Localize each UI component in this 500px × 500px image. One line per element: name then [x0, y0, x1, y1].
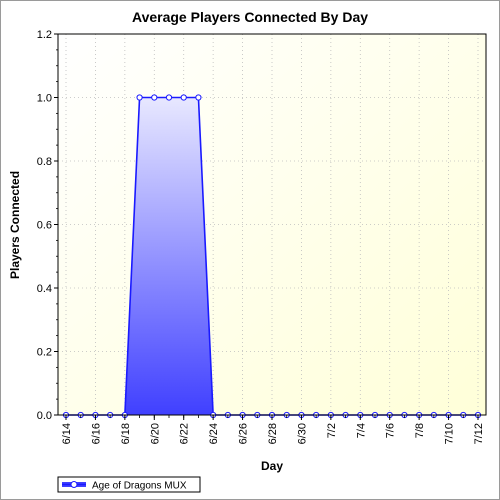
x-axis-title: Day [261, 459, 283, 473]
x-tick-label: 6/28 [267, 423, 279, 444]
y-tick-label: 1.2 [37, 29, 52, 41]
data-point [165, 94, 173, 101]
x-tick-label: 6/24 [208, 423, 220, 444]
y-axis: 0.0 0.2 0.4 0.6 0.8 1.0 1.2 [37, 29, 58, 422]
data-point [195, 94, 202, 101]
x-tick-label: 7/4 [355, 423, 367, 438]
x-tick-label: 7/12 [473, 423, 485, 444]
y-tick-label: 0.4 [37, 283, 52, 295]
y-tick-label: 0.0 [37, 410, 52, 422]
x-tick-label: 7/8 [414, 423, 426, 438]
data-point [136, 94, 143, 101]
y-axis-title: Players Connected [8, 171, 22, 279]
y-tick-label: 0.6 [37, 220, 52, 232]
y-tick-label: 1.0 [37, 93, 52, 105]
series-area-fill [66, 97, 478, 415]
data-point [151, 94, 158, 101]
x-tick-label: 6/26 [238, 423, 250, 444]
legend-label: Age of Dragons MUX [92, 481, 187, 492]
legend: Age of Dragons MUX [57, 476, 201, 493]
y-tick-label: 0.2 [37, 347, 52, 359]
chart-title: Average Players Connected By Day [132, 9, 368, 25]
y-tick-label: 0.8 [37, 156, 52, 168]
data-point [180, 94, 187, 101]
x-tick-label: 7/10 [444, 423, 456, 444]
x-tick-label: 6/20 [149, 423, 161, 444]
legend-box [57, 476, 201, 493]
legend-marker [70, 481, 78, 488]
x-tick-label: 6/18 [120, 423, 132, 444]
x-tick-label: 6/16 [90, 423, 102, 444]
gridlines [58, 34, 486, 415]
x-tick-label: 6/22 [179, 423, 191, 444]
x-tick-label: 7/2 [326, 423, 338, 438]
x-tick-label: 6/30 [296, 423, 308, 444]
x-tick-label: 7/6 [385, 423, 397, 438]
x-tick-label: 6/14 [61, 423, 73, 444]
x-axis: 6/14 6/16 6/18 6/20 6/22 6/24 6/26 6/28 6/30 7/2 7… [61, 415, 485, 444]
